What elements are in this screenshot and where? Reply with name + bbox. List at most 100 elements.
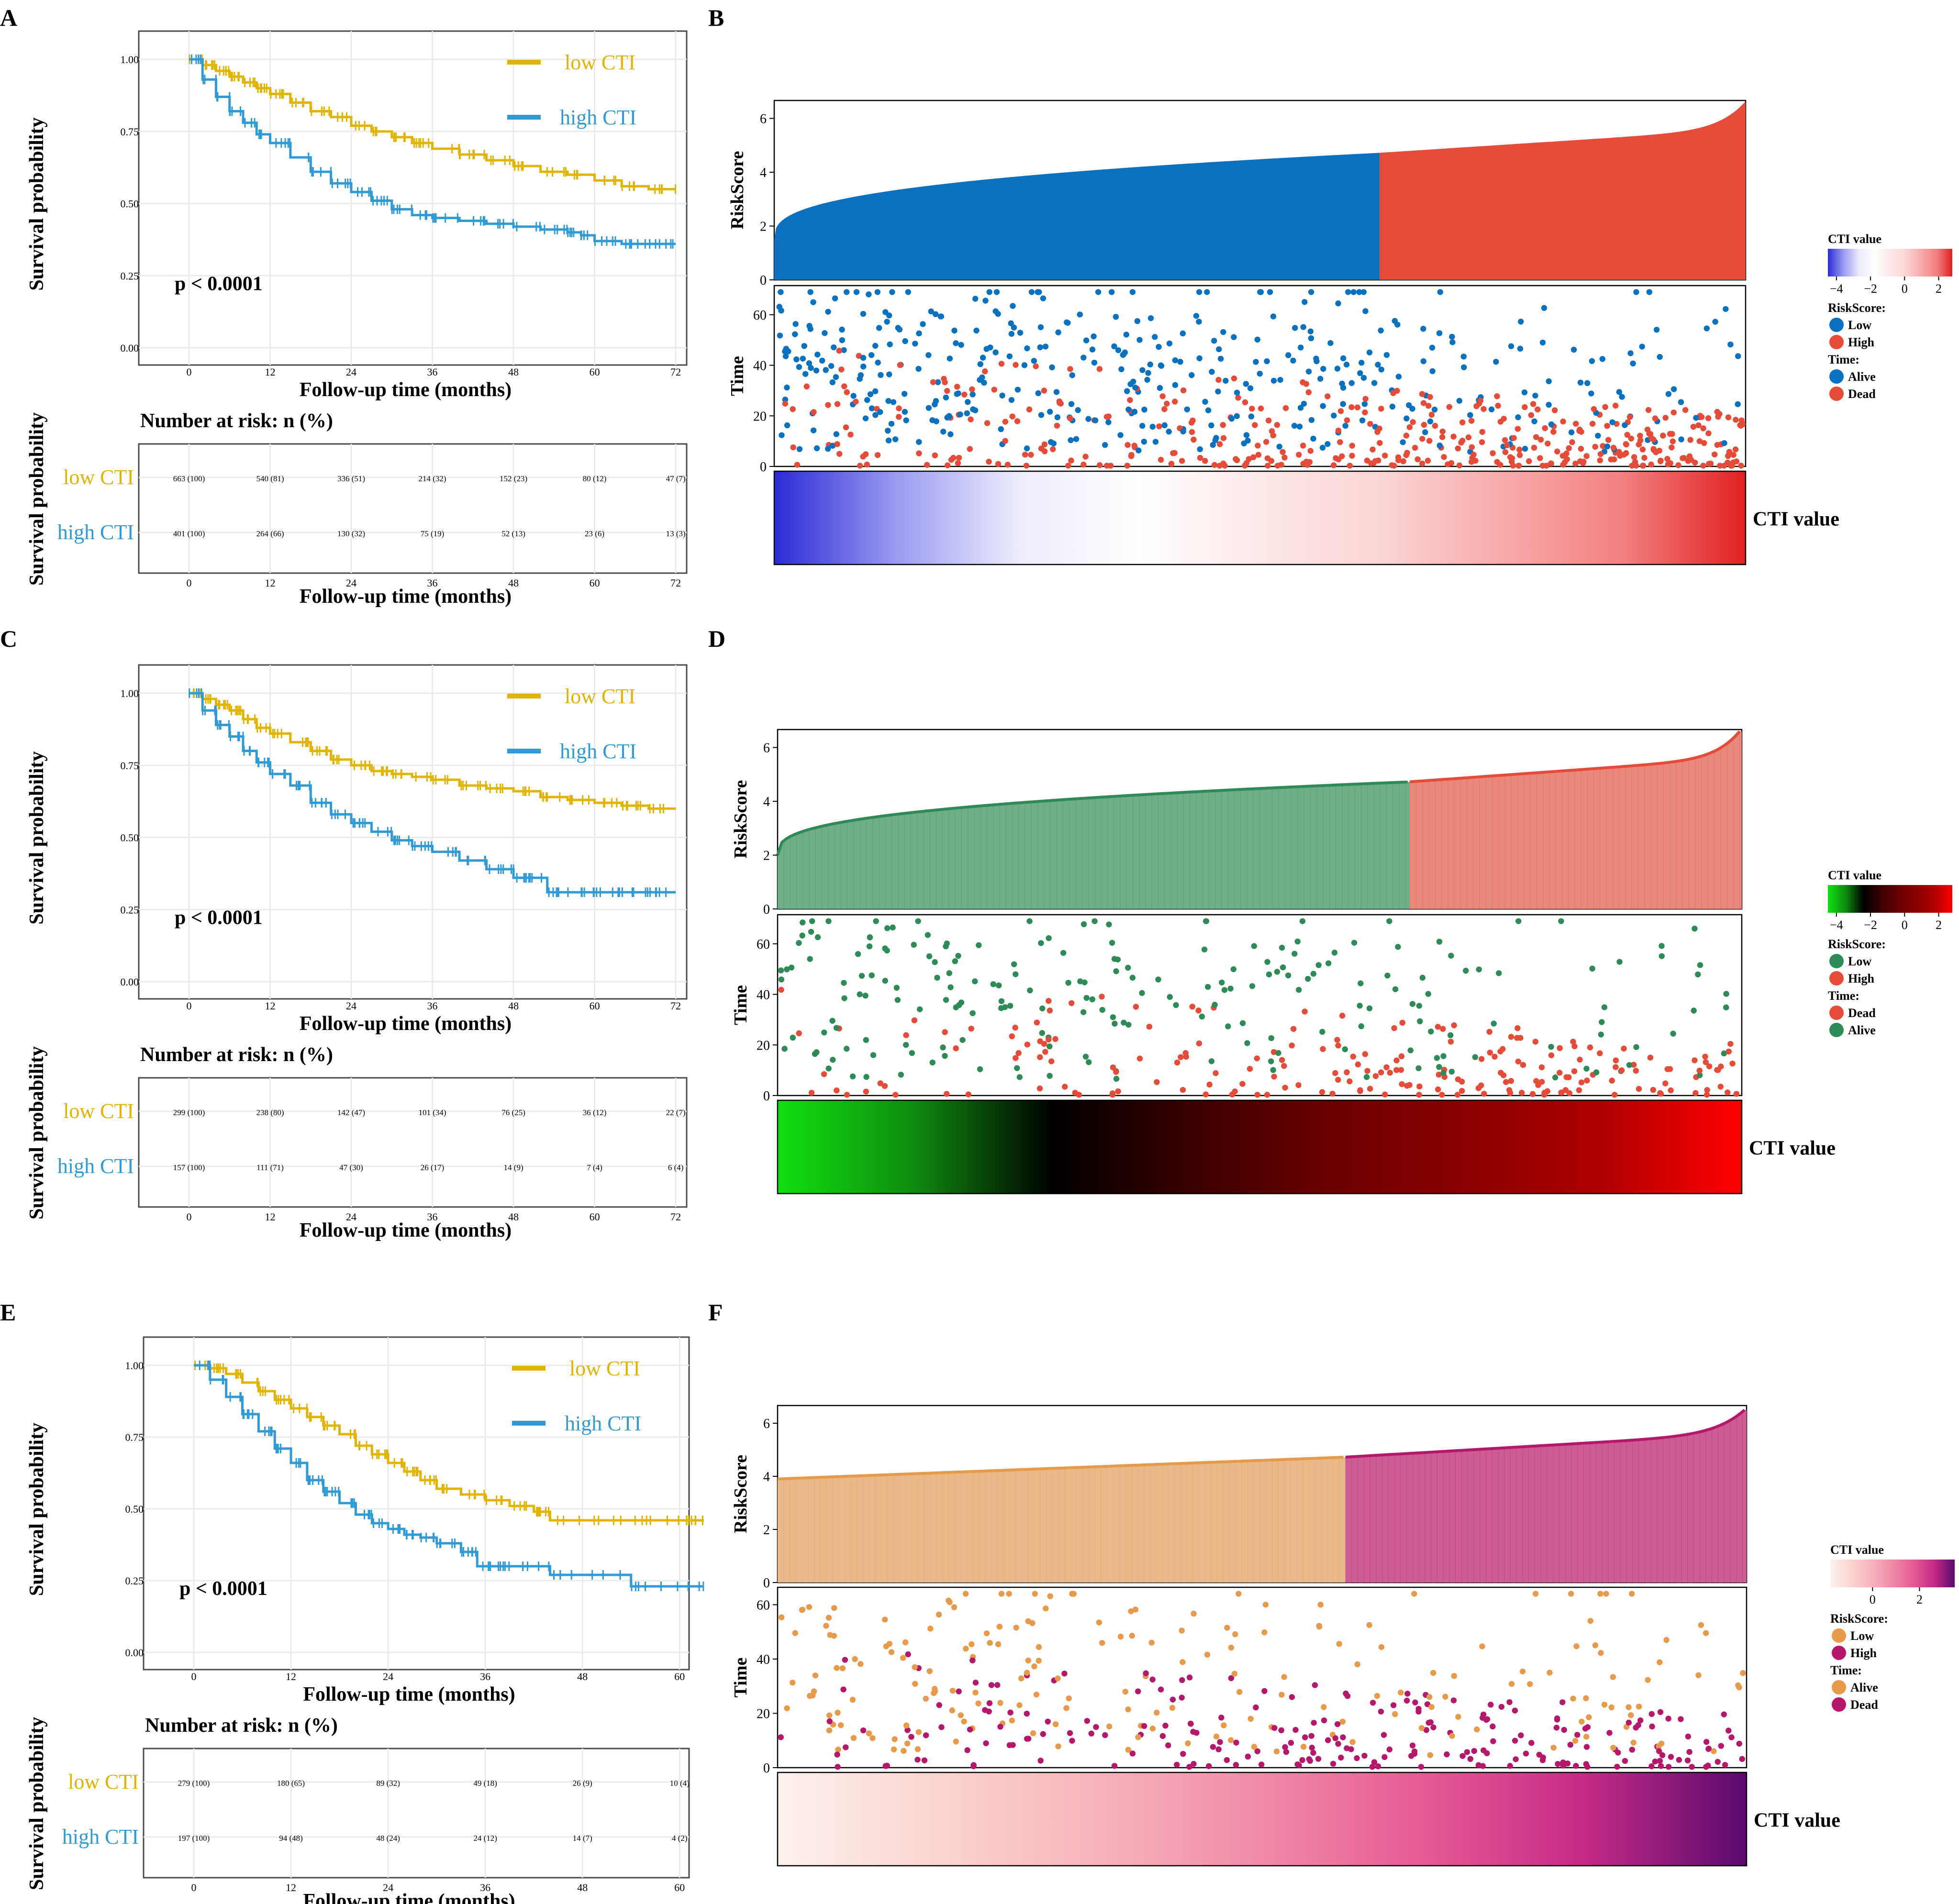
dead-point <box>1700 425 1706 432</box>
alive-point <box>863 1074 869 1080</box>
alive-point <box>1317 1602 1324 1608</box>
dead-point <box>1725 1727 1732 1734</box>
alive-point <box>1145 370 1151 376</box>
dead-point <box>969 386 975 392</box>
dead-point <box>1508 1078 1514 1084</box>
alive-point <box>957 411 963 418</box>
riskscore-line-low <box>777 1456 1344 1481</box>
alive-point <box>1120 351 1127 357</box>
alive-point <box>925 352 932 358</box>
dead-point <box>1220 422 1226 428</box>
alive-point <box>1018 1675 1024 1682</box>
alive-point <box>888 421 895 427</box>
dead-point <box>1502 449 1509 455</box>
dead-point <box>1191 1760 1197 1767</box>
dead-point <box>1216 441 1223 447</box>
risk-count: 14 (9) <box>504 1163 523 1172</box>
y-tick-label: 20 <box>753 409 767 424</box>
dead-point <box>1455 445 1461 452</box>
alive-point <box>929 1059 936 1066</box>
alive-point <box>793 356 800 363</box>
y-tick-label: 0 <box>763 1761 770 1776</box>
dead-point <box>1690 423 1697 430</box>
alive-point <box>1042 343 1049 350</box>
alive-point <box>849 1073 856 1080</box>
dead-point <box>1403 432 1410 439</box>
dead-point <box>1468 418 1475 424</box>
alive-point <box>1132 1606 1139 1613</box>
dead-point <box>1554 1715 1560 1722</box>
alive-point <box>806 323 813 329</box>
alive-point <box>1358 980 1364 986</box>
legend-tick: 0 <box>1870 1593 1876 1606</box>
risk-x-tick: 60 <box>674 1882 685 1893</box>
dead-point <box>1490 1723 1496 1730</box>
dead-point <box>1552 407 1558 413</box>
dead-point <box>1410 419 1416 425</box>
alive-point <box>981 379 987 386</box>
alive-point <box>992 308 999 314</box>
alive-point <box>890 1746 897 1753</box>
alive-point <box>1201 946 1208 953</box>
dead-point <box>1067 366 1073 372</box>
dead-point <box>1733 1091 1740 1097</box>
dead-point <box>938 1724 945 1730</box>
dead-point <box>1281 1063 1287 1069</box>
alive-point <box>1197 446 1203 453</box>
y-tick-label: 20 <box>757 1038 770 1053</box>
dead-point <box>1253 1704 1259 1711</box>
alive-point <box>801 343 807 349</box>
alive-point <box>1136 337 1143 343</box>
alive-point <box>1548 1043 1554 1050</box>
dead-point <box>1265 463 1271 469</box>
alive-point <box>1110 1014 1116 1020</box>
risk-count: 14 (7) <box>573 1834 592 1843</box>
alive-point <box>933 398 939 404</box>
y-tick-label: 1.00 <box>121 54 139 66</box>
alive-point <box>1398 1689 1404 1696</box>
dead-point <box>1168 461 1175 467</box>
alive-point <box>1105 419 1112 425</box>
alive-point <box>1024 1670 1030 1676</box>
alive-point <box>1167 994 1173 1000</box>
x-axis-title: Follow-up time (months) <box>300 1013 512 1035</box>
alive-point <box>1063 1705 1069 1711</box>
dead-point <box>1686 1749 1692 1755</box>
y-tick-label: 0.50 <box>121 198 139 210</box>
alive-point <box>1407 1047 1414 1053</box>
dead-point <box>988 1682 995 1688</box>
alive-point <box>1082 1053 1089 1060</box>
dead-point <box>1450 433 1457 440</box>
alive-point <box>850 1735 857 1741</box>
alive-point <box>872 388 879 395</box>
dead-point <box>1141 1723 1147 1729</box>
alive-point <box>888 1649 895 1655</box>
dead-point <box>1547 460 1554 466</box>
dead-point <box>1056 398 1063 405</box>
alive-point <box>1208 422 1214 429</box>
alive-point <box>1121 1019 1127 1026</box>
alive-point <box>779 432 785 438</box>
alive-point <box>1148 1639 1155 1646</box>
x-tick-label: 36 <box>427 1000 438 1012</box>
alive-point <box>1420 326 1426 332</box>
alive-point <box>1224 1625 1230 1631</box>
alive-point <box>933 418 939 424</box>
alive-point <box>1035 1644 1042 1650</box>
alive-point <box>884 947 890 954</box>
dead-point <box>1561 1727 1567 1733</box>
riskscore-area-high <box>1379 102 1746 280</box>
dead-point <box>1703 1738 1710 1745</box>
dead-point <box>1179 458 1185 464</box>
y-tick-label: 1.00 <box>121 687 139 699</box>
dead-point <box>1231 375 1237 382</box>
alive-point <box>1096 1619 1102 1626</box>
alive-point <box>1610 1674 1616 1680</box>
dead-point <box>1507 1763 1513 1769</box>
dead-point <box>1294 1761 1301 1768</box>
dead-point <box>1685 458 1692 464</box>
dead-point <box>1398 1067 1404 1073</box>
alive-point <box>1670 1030 1676 1037</box>
alive-point <box>1212 1002 1218 1008</box>
alive-point <box>1077 311 1083 318</box>
